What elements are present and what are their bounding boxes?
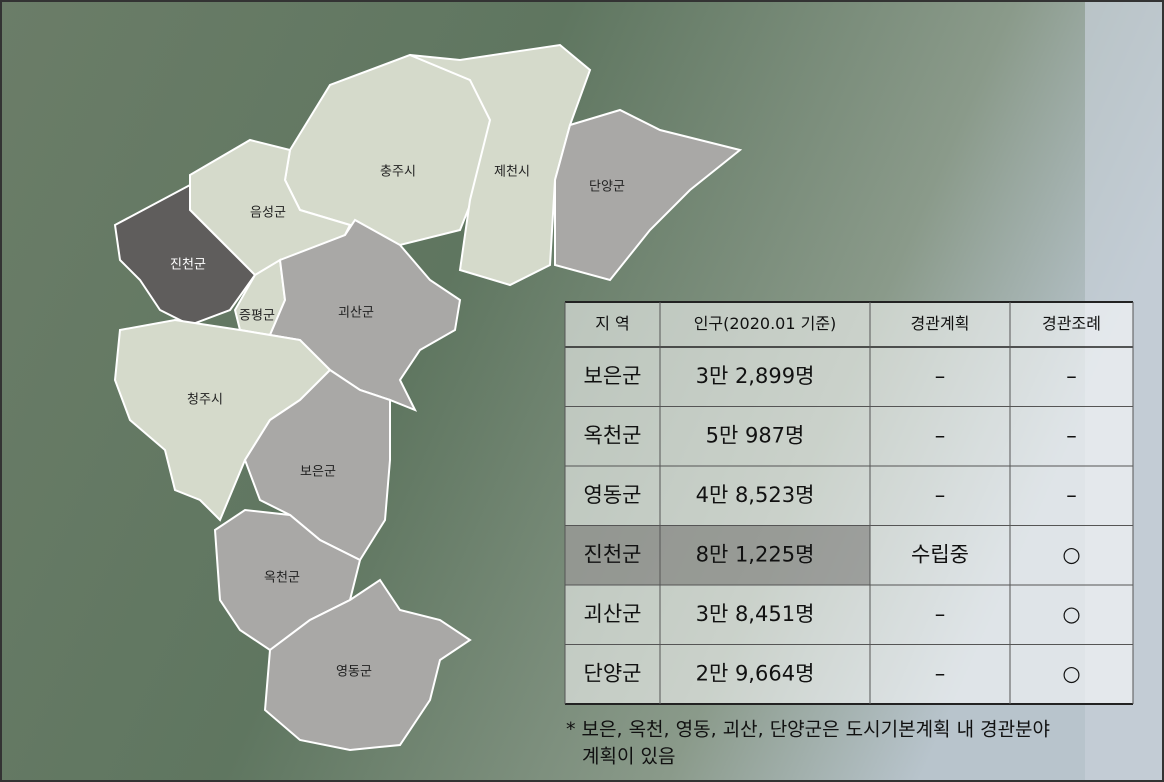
region-label: 진천군 [170,258,206,273]
region-label: 단양군 [589,180,625,195]
region-label: 영동군 [336,665,372,680]
footnote: * 보은, 옥천, 영동, 괴산, 단양군은 도시기본계획 내 경관분야 [566,719,1050,741]
region-label: 괴산군 [338,306,374,321]
table-cell: – [1066,483,1077,507]
table-cell: – [935,423,946,447]
table-cell: 영동군 [584,483,642,507]
table-cell: 5만 987명 [706,423,805,447]
table-cell: 옥천군 [584,423,642,447]
region-label: 제천시 [494,165,530,180]
region-label: 충주시 [380,165,416,180]
table-header: 인구(2020.01 기준) [694,314,837,333]
table-cell: – [935,661,946,685]
region-label: 보은군 [300,465,336,480]
table-cell: 단양군 [584,661,642,685]
table-cell: – [935,364,946,388]
table-cell: – [935,483,946,507]
table-cell: 괴산군 [584,602,642,626]
table-cell: 8만 1,225명 [696,542,815,566]
table-cell: 진천군 [584,542,642,566]
table-cell: 4만 8,523명 [696,483,815,507]
table-cell: 3만 8,451명 [696,602,815,626]
table-cell: ○ [1062,661,1080,685]
table-cell: – [935,602,946,626]
footnote: 계획이 있음 [582,746,675,768]
table-cell: ○ [1062,602,1080,626]
table-cell: 2만 9,664명 [696,661,815,685]
region-label: 음성군 [250,206,286,221]
table-cell: 수립중 [911,542,969,566]
table-header: 경관조례 [1042,314,1101,333]
region-label: 증평군 [239,309,275,324]
region-label: 옥천군 [264,571,300,586]
map-figure: 충주시제천시단양군음성군진천군증평군괴산군청주시보은군옥천군영동군 지 역인구(… [0,0,1164,782]
table-cell: ○ [1062,542,1080,566]
table-background [565,302,1133,704]
table-cell: – [1066,364,1077,388]
table-cell: – [1066,423,1077,447]
table-header: 지 역 [595,314,630,333]
table-cell: 보은군 [584,364,642,388]
table-cell: 3만 2,899명 [696,364,815,388]
table-header: 경관계획 [911,314,970,333]
region-label: 청주시 [187,393,223,408]
